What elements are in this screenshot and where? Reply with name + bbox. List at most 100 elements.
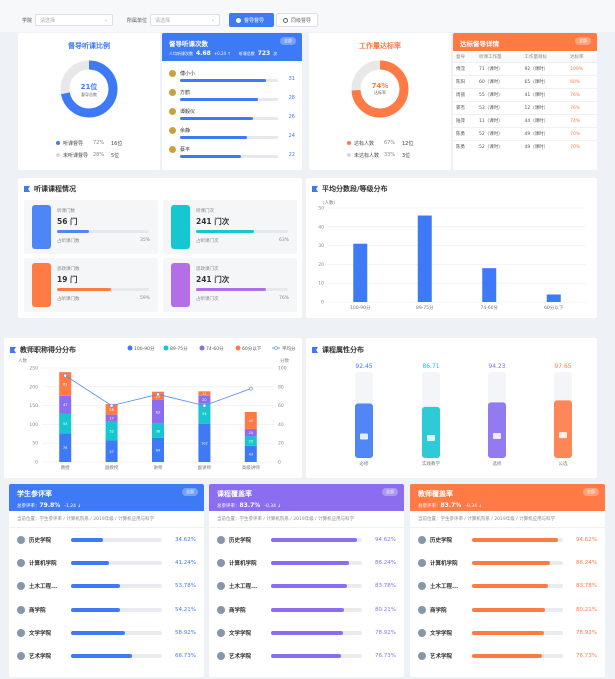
progress-fill [271, 584, 348, 589]
rank-row[interactable]: 土木工程... 83.78% [410, 575, 605, 598]
detail-pill[interactable]: 全部 [575, 37, 591, 45]
table-cell: 41（课时） [521, 88, 568, 102]
prop-tube-chart: 92.45 必修 86.71 实践教学 94.23 选修 97.65 公选 [355, 363, 572, 467]
stack-segment [244, 436, 257, 446]
medal-icon [217, 652, 225, 661]
rank-row[interactable]: 土木工程... 53.78% [9, 575, 204, 598]
rank-rate-label: 总参评率： [17, 504, 40, 509]
breadcrumb[interactable]: 当前位置：学生参评率 / 计算机院系 / 2019年级 / 计算机应用与科学 [209, 511, 404, 528]
attend-stat-box[interactable]: 思政课门次 241 门次 占听课门次 76% [163, 258, 297, 312]
table-row[interactable]: 陈勇 52（课时） 49（课时） 70% [453, 140, 597, 153]
x-tick-label: 100-90分 [350, 304, 371, 311]
progress-fill [71, 560, 109, 565]
stat-pct: 63% [278, 238, 289, 243]
table-cell: 陈勇 [453, 127, 476, 141]
stack-segment [244, 445, 257, 462]
table-cell: 65（课时） [521, 75, 568, 89]
table-cell: 52（课时） [475, 140, 522, 153]
table-row[interactable]: 周丽 55（课时） 41（课时） 76% [453, 88, 597, 102]
college-select[interactable]: 请选择 ⌄ [35, 14, 114, 26]
progress-fill [271, 654, 341, 659]
rank-pill[interactable]: 全部 [182, 488, 198, 496]
segment-label: 54 [202, 412, 207, 416]
table-row[interactable]: 傅滢 71（课时） 92（课时） 100% [453, 62, 597, 76]
table-row[interactable]: 窦杰 53（课时） 12（课时） 76% [453, 101, 597, 115]
rank-pill[interactable]: 全部 [382, 488, 398, 496]
rank-row[interactable]: 文学学院 78.92% [410, 621, 605, 644]
tube-fill [355, 403, 373, 458]
breadcrumb[interactable]: 当前位置：学生参评率 / 计算机院系 / 2019年级 / 计算机应用与科学 [410, 511, 605, 528]
x-tick-label: 副讲师 [198, 464, 212, 471]
avg-point [202, 403, 207, 408]
stack-segment [105, 440, 118, 462]
rank-progress [271, 560, 362, 565]
attend-stat-box[interactable]: 听课门次 241 门次 占听课门次 63% [163, 200, 297, 254]
tube-value-label: 92.45 [355, 363, 372, 370]
total-unit: 次 [273, 51, 278, 56]
legend-label: 60分以下 [242, 345, 262, 352]
unit-select[interactable]: 请选择 ⌄ [150, 14, 221, 26]
supervisor-row[interactable]: 傅小小 31 [169, 69, 297, 88]
supervisor-row[interactable]: 余静 24 [169, 126, 297, 145]
rank-row[interactable]: 历史学院 94.62% [410, 528, 605, 551]
rank-pill[interactable]: 全部 [583, 488, 599, 496]
flag-icon [24, 186, 30, 192]
rank-row[interactable]: 商学院 54.21% [9, 598, 204, 621]
attend-stat-box[interactable]: 思政课门数 19 门占听课门数 59% [24, 258, 158, 312]
supervisor-row[interactable]: 谭毅仪 26 [169, 107, 297, 126]
rank-progress [271, 537, 362, 542]
detail-title: 达标督导详情 [460, 40, 499, 48]
progress-fill [472, 584, 549, 589]
title-chart-title: 教师职称得分分布 [20, 346, 76, 354]
table-row[interactable]: 陈阳 60（课时） 65（课时） 60% [453, 75, 597, 89]
table-cell: 陈勇 [453, 140, 476, 153]
rank-row[interactable]: 艺术学院 76.73% [410, 644, 605, 667]
medal-icon [418, 535, 426, 544]
rank-row[interactable]: 文学学院 58.92% [9, 621, 204, 644]
stat-pct: 35% [139, 238, 150, 243]
rank-row[interactable]: 历史学院 94.62% [209, 528, 404, 551]
stat-sub: 占听课门次 [196, 239, 219, 244]
table-header: 听课工作量 [475, 52, 522, 63]
rank-progress [472, 537, 563, 542]
rate-rank-header: 课程覆盖率 总参评率：83.7% -0.34 ↓ 全部 [209, 484, 404, 511]
rank-row[interactable]: 计算机学院 86.24% [410, 551, 605, 574]
rank-row[interactable]: 商学院 80.21% [410, 598, 605, 621]
legend-dot [347, 141, 351, 145]
rank-value: 54.21% [175, 606, 196, 613]
rank-progress [271, 654, 362, 659]
supervisor-row[interactable]: 蔡平 22 [169, 145, 297, 164]
rank-row[interactable]: 历史学院 34.62% [9, 528, 204, 551]
stack-segment [152, 399, 164, 424]
count-pill[interactable]: 全部 [280, 37, 296, 45]
medal-icon [17, 582, 25, 591]
table-row[interactable]: 陆萍 11（课时） 44（课时） 74% [453, 114, 597, 128]
supervisor-row[interactable]: 方鹤 28 [169, 88, 297, 107]
rank-row[interactable]: 文学学院 78.92% [209, 621, 404, 644]
progress-fill [71, 630, 125, 635]
attend-stat-box[interactable]: 听课门数 56 门占听课门数 35% [24, 200, 158, 254]
rank-row[interactable]: 商学院 80.21% [209, 598, 404, 621]
rank-row[interactable]: 艺术学院 76.73% [209, 644, 404, 667]
rank-row[interactable]: 计算机学院 41.24% [9, 551, 204, 574]
radio-icon [283, 17, 288, 23]
table-cell: 70% [567, 127, 597, 141]
legend-label: 74-60分 [206, 345, 224, 352]
legend-row: 达标人数 67% 12位 [347, 137, 437, 149]
medal-icon [169, 89, 176, 96]
ratio-center-label: 督导总数 [81, 92, 97, 97]
tube-value-label: 86.71 [422, 363, 439, 370]
tab-supervisor[interactable]: 督导督导 [229, 13, 274, 27]
college-name: 历史学院 [229, 537, 252, 544]
rank-row[interactable]: 土木工程... 83.78% [209, 575, 404, 598]
table-cell: 12（课时） [521, 101, 568, 115]
table-row[interactable]: 陈勇 52（课时） 49（课时） 70% [453, 127, 597, 141]
y-tick-label: 20 [318, 262, 324, 268]
tab-peer[interactable]: 同级督导 [276, 13, 318, 27]
progress-fill [180, 136, 247, 139]
college-placeholder: 请选择 [40, 17, 56, 24]
segment-label: 38 [156, 429, 160, 433]
rank-row[interactable]: 计算机学院 86.24% [209, 551, 404, 574]
breadcrumb[interactable]: 当前位置：学生参评率 / 计算机院系 / 2019年级 / 计算机应用与科学 [9, 511, 204, 528]
rank-row[interactable]: 艺术学院 66.73% [9, 644, 204, 667]
